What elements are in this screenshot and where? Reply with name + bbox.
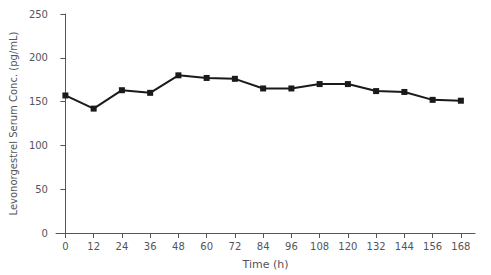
svg-text:132: 132	[367, 241, 386, 252]
svg-text:Levonorgestrel Serum Conc. (pg: Levonorgestrel Serum Conc. (pg/mL)	[8, 31, 19, 215]
svg-text:Time (h): Time (h)	[242, 258, 289, 271]
svg-text:120: 120	[338, 241, 357, 252]
svg-text:150: 150	[29, 96, 48, 107]
svg-text:96: 96	[285, 241, 298, 252]
svg-text:0: 0	[42, 228, 48, 239]
svg-text:200: 200	[29, 52, 48, 63]
svg-text:24: 24	[116, 241, 129, 252]
svg-text:108: 108	[310, 241, 329, 252]
svg-text:50: 50	[35, 184, 48, 195]
svg-text:250: 250	[29, 9, 48, 20]
svg-text:168: 168	[451, 241, 470, 252]
svg-text:72: 72	[229, 241, 242, 252]
svg-text:84: 84	[257, 241, 270, 252]
svg-text:144: 144	[395, 241, 414, 252]
svg-text:36: 36	[144, 241, 157, 252]
svg-text:12: 12	[87, 241, 100, 252]
svg-text:48: 48	[172, 241, 185, 252]
svg-text:0: 0	[62, 241, 68, 252]
svg-text:156: 156	[423, 241, 442, 252]
svg-text:100: 100	[29, 140, 48, 151]
svg-text:60: 60	[200, 241, 213, 252]
